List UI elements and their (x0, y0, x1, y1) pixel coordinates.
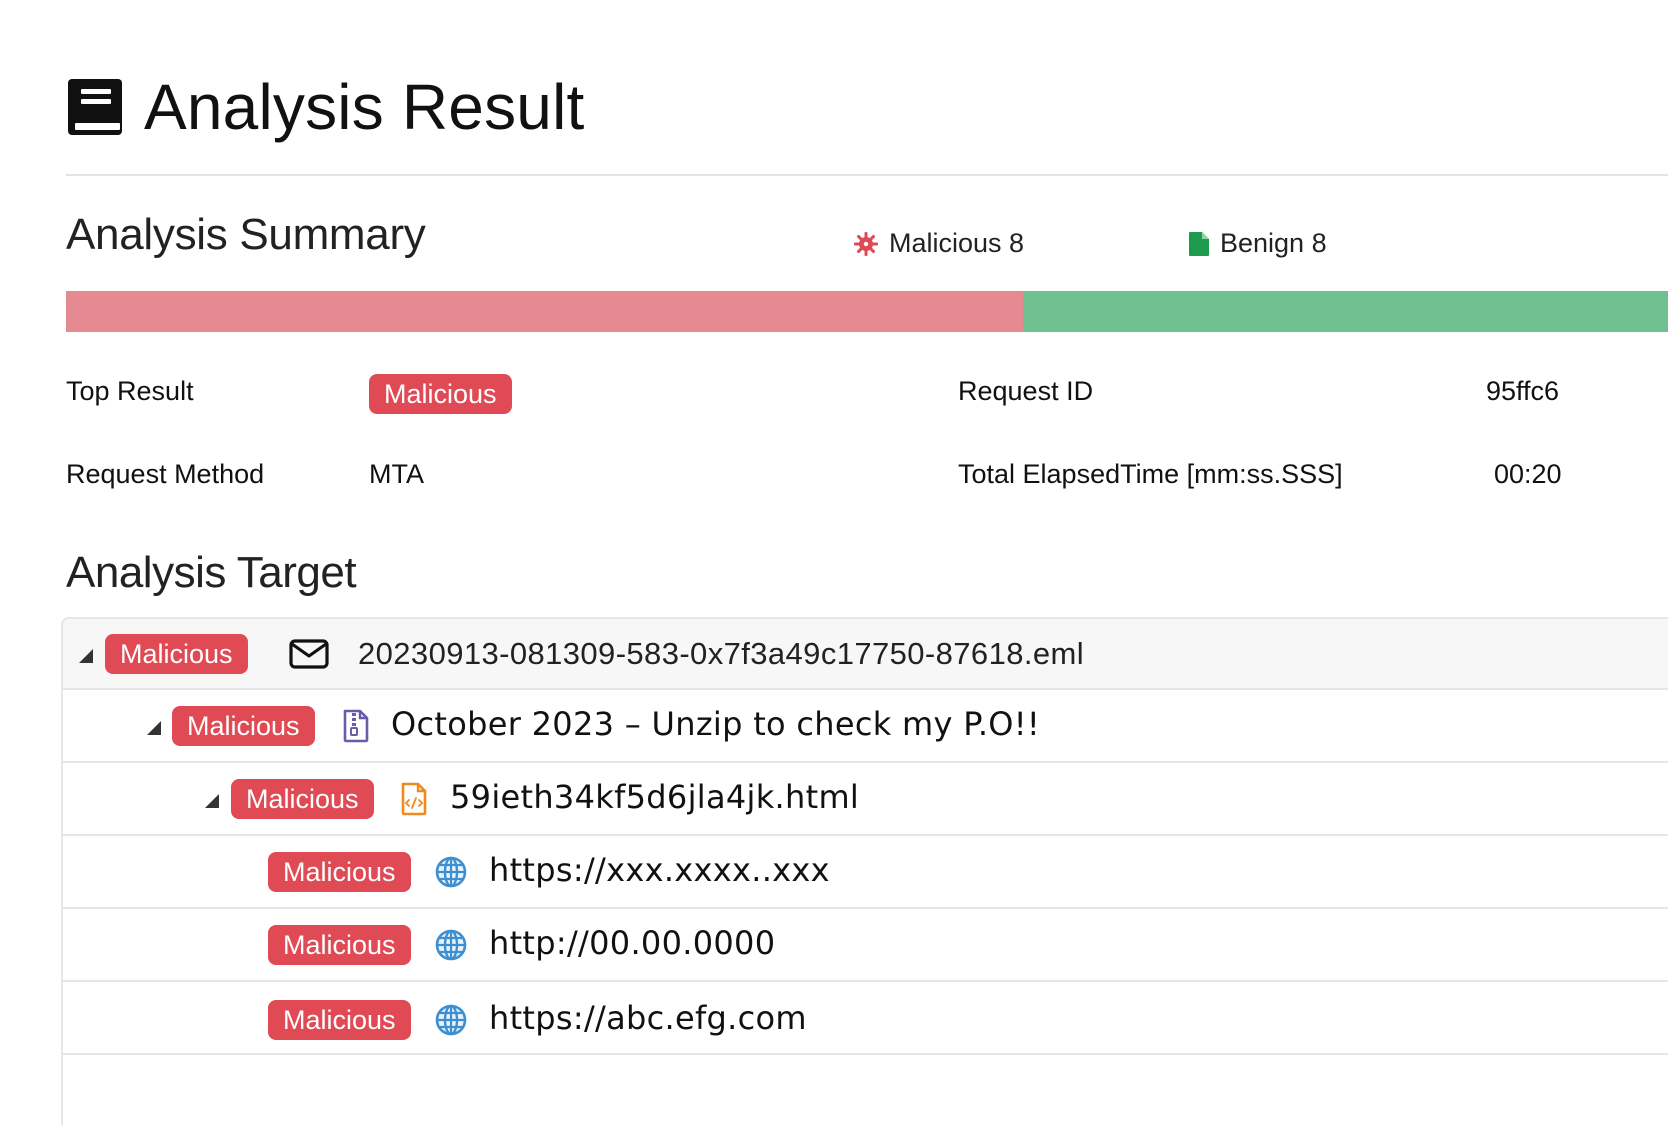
request-id-label: Request ID (958, 376, 1094, 406)
row-label: 59ieth34kf5d6jla4jk.html (450, 778, 860, 816)
book-icon (68, 79, 122, 135)
tree-row[interactable]: Malicious http://00.00.0000 (63, 909, 1668, 982)
elapsed-time-value: 00:20 (1494, 459, 1562, 489)
row-label: https://xxx.xxxx..xxx (489, 851, 830, 889)
tree-row[interactable]: Malicious https://abc.efg.com (63, 982, 1668, 1055)
globe-icon (435, 856, 467, 888)
result-ratio-bar (66, 291, 1668, 332)
legend-benign-label: Benign 8 (1220, 228, 1327, 258)
globe-icon (435, 1004, 467, 1036)
html-file-icon (401, 782, 427, 816)
expand-caret-icon[interactable] (147, 721, 161, 735)
row-status-badge: Malicious (105, 634, 248, 674)
expand-caret-icon[interactable] (79, 649, 93, 663)
elapsed-time-label: Total ElapsedTime [mm:ss.SSS] (958, 459, 1343, 489)
row-label: October 2023 – Unzip to check my P.O!! (391, 705, 1041, 743)
globe-icon (435, 929, 467, 961)
request-method-value: MTA (369, 459, 424, 489)
tree-row[interactable]: Malicious 59ieth34kf5d6jla4jk.html (63, 763, 1668, 836)
row-status-badge: Malicious (268, 925, 411, 965)
zip-file-icon (343, 709, 369, 743)
ratio-bar-malicious (66, 291, 1023, 332)
legend-malicious-label: Malicious 8 (889, 228, 1025, 258)
row-status-badge: Malicious (172, 706, 315, 746)
page-header: Analysis Result (66, 70, 585, 144)
legend-benign: Benign 8 (1188, 228, 1327, 259)
row-label: http://00.00.0000 (489, 924, 776, 962)
row-label: 20230913-081309-583-0x7f3a49c17750-87618… (358, 636, 1085, 671)
row-status-badge: Malicious (268, 1000, 411, 1040)
row-label: https://abc.efg.com (489, 999, 807, 1037)
request-id-value: 95ffc6 (1486, 376, 1560, 406)
tree-row[interactable]: Malicious https://xxx.xxxx..xxx (63, 836, 1668, 909)
summary-heading: Analysis Summary (66, 210, 426, 259)
title-divider (66, 174, 1668, 176)
top-result-label: Top Result (66, 376, 194, 406)
analysis-target-tree: Malicious 20230913-081309-583-0x7f3a49c1… (61, 617, 1668, 1125)
top-result-badge: Malicious (369, 374, 512, 414)
page-title: Analysis Result (144, 71, 585, 143)
target-heading: Analysis Target (66, 548, 357, 597)
ratio-bar-benign (1023, 291, 1668, 332)
request-method-label: Request Method (66, 459, 265, 489)
row-status-badge: Malicious (231, 779, 374, 819)
virus-icon (854, 231, 878, 256)
legend-malicious: Malicious 8 (853, 228, 1024, 259)
envelope-icon (289, 639, 329, 669)
tree-row[interactable]: Malicious October 2023 – Unzip to check … (63, 690, 1668, 763)
tree-row[interactable]: Malicious 20230913-081309-583-0x7f3a49c1… (63, 619, 1668, 690)
file-icon (1189, 231, 1209, 256)
expand-caret-icon[interactable] (205, 794, 219, 808)
row-status-badge: Malicious (268, 852, 411, 892)
